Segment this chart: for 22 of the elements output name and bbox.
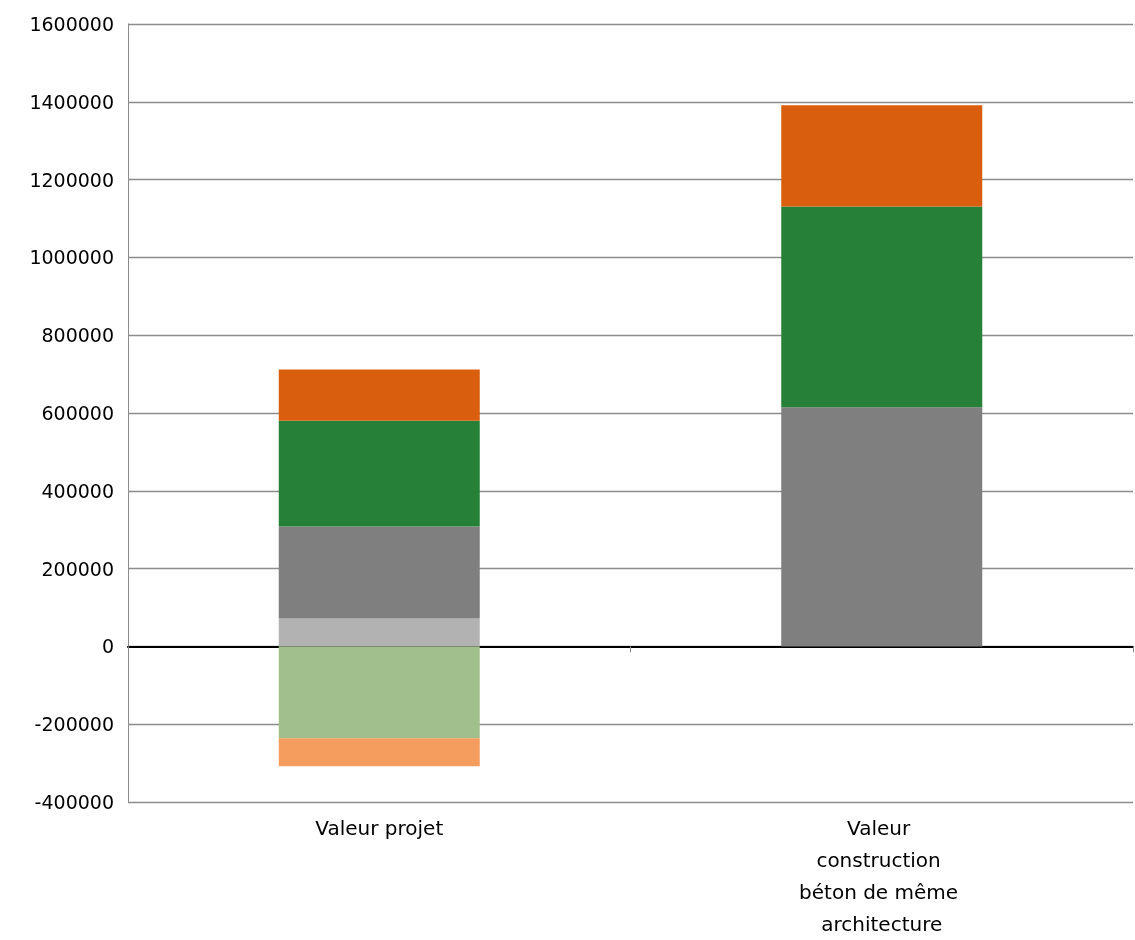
y-tick-label: 600000 <box>41 402 114 424</box>
y-tick-label: -200000 <box>34 713 114 736</box>
bar <box>278 420 480 527</box>
y-tick-label: 400000 <box>41 479 114 502</box>
bar <box>278 738 480 767</box>
y-tick-label: 800000 <box>41 324 114 347</box>
y-tick-label: 0 <box>101 635 114 658</box>
y-tick-label: 200000 <box>41 557 114 580</box>
y-tick-label: -400000 <box>34 791 114 813</box>
y-tick-label: 1600000 <box>29 13 114 35</box>
y-tick-label: 1000000 <box>29 246 114 269</box>
x-tick-label: Valeur projet <box>315 816 444 840</box>
bar <box>278 646 480 739</box>
y-tick-label: 1400000 <box>29 90 114 113</box>
bar <box>781 407 983 647</box>
x-tick-label: Valeur construction béton de même architecture <box>799 816 965 936</box>
bar <box>781 206 983 408</box>
bar <box>278 618 480 647</box>
bar <box>781 105 983 207</box>
bar <box>278 526 480 619</box>
bar <box>278 369 480 421</box>
y-tick-label: 1200000 <box>29 168 114 191</box>
